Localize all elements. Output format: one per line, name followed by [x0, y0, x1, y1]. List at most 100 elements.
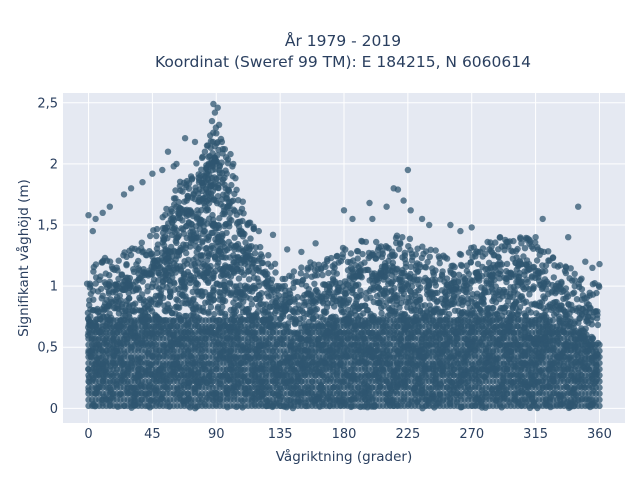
data-point: [578, 275, 585, 282]
data-point: [405, 243, 412, 250]
data-point: [498, 261, 506, 268]
data-point: [407, 263, 414, 270]
data-point: [392, 234, 400, 242]
data-point: [558, 280, 565, 287]
data-point: [240, 210, 247, 217]
data-point: [457, 251, 465, 258]
data-point: [594, 308, 601, 315]
data-point: [172, 187, 179, 194]
data-point: [211, 157, 219, 164]
data-point: [377, 297, 385, 304]
data-point: [255, 282, 263, 290]
data-point: [421, 263, 429, 271]
data-point: [163, 205, 170, 213]
data-point: [545, 248, 552, 255]
data-point: [153, 225, 161, 233]
data-point: [214, 152, 221, 159]
data-point: [228, 217, 235, 224]
data-point: [290, 284, 297, 291]
data-point: [232, 175, 239, 182]
data-point: [487, 239, 494, 246]
data-point: [578, 286, 586, 293]
data-point: [174, 297, 181, 304]
data-point: [239, 198, 246, 205]
data-point: [325, 269, 332, 277]
data-point: [225, 188, 233, 195]
data-point: [248, 301, 256, 308]
data-point: [542, 262, 550, 269]
data-point: [334, 252, 341, 260]
data-point: [515, 308, 523, 315]
data-point: [147, 232, 154, 240]
data-point: [585, 301, 592, 308]
data-point: [92, 261, 100, 268]
data-point: [205, 310, 212, 317]
data-point: [556, 262, 564, 269]
data-point: [106, 278, 114, 286]
data-point: [139, 291, 146, 298]
data-point: [562, 269, 570, 277]
data-point: [443, 275, 451, 282]
data-point: [185, 185, 193, 192]
data-point: [479, 294, 487, 302]
data-point: [533, 257, 541, 264]
data-point: [250, 225, 257, 232]
data-point: [383, 272, 390, 279]
data-point: [170, 279, 178, 286]
data-point: [247, 235, 254, 242]
data-point: [596, 283, 603, 291]
data-point: [406, 235, 414, 242]
data-point: [396, 239, 404, 246]
data-point: [218, 159, 225, 166]
data-point: [115, 257, 122, 264]
data-point: [543, 278, 550, 285]
data-point: [87, 282, 94, 289]
data-point: [358, 292, 365, 299]
data-point: [450, 270, 457, 278]
data-point: [514, 245, 521, 253]
data-point: [90, 268, 97, 275]
data-point: [466, 285, 473, 292]
data-point: [424, 258, 431, 266]
data-point: [89, 287, 97, 294]
data-point: [162, 211, 169, 219]
data-point: [322, 309, 330, 316]
data-point: [331, 264, 338, 271]
data-point: [153, 245, 161, 252]
data-point: [427, 246, 434, 253]
data-point: [365, 254, 372, 262]
data-point: [346, 296, 353, 303]
data-point: [552, 290, 559, 297]
data-point: [114, 267, 121, 274]
data-point: [593, 289, 600, 297]
data-point: [314, 272, 321, 279]
data-point: [97, 273, 104, 280]
data-point: [156, 299, 163, 306]
data-point: [524, 278, 531, 286]
data-point: [166, 293, 174, 300]
data-point: [355, 281, 362, 288]
data-point: [272, 269, 279, 276]
data-point: [155, 269, 162, 277]
data-point: [399, 234, 406, 241]
data-point: [570, 289, 578, 296]
data-point: [549, 254, 557, 262]
data-point: [432, 247, 439, 254]
data-point: [400, 290, 408, 298]
data-point: [408, 257, 416, 264]
data-point: [264, 270, 271, 278]
data-point: [155, 277, 162, 284]
data-point: [251, 250, 259, 257]
data-point: [489, 304, 496, 312]
data-point: [267, 279, 275, 287]
data-point: [594, 321, 602, 329]
data-point: [198, 166, 205, 173]
data-point: [198, 207, 205, 214]
data-point: [258, 253, 266, 260]
data-point: [401, 256, 409, 263]
data-point: [168, 208, 176, 215]
data-point: [204, 206, 212, 214]
data-point: [255, 264, 262, 272]
data-point: [479, 245, 487, 252]
